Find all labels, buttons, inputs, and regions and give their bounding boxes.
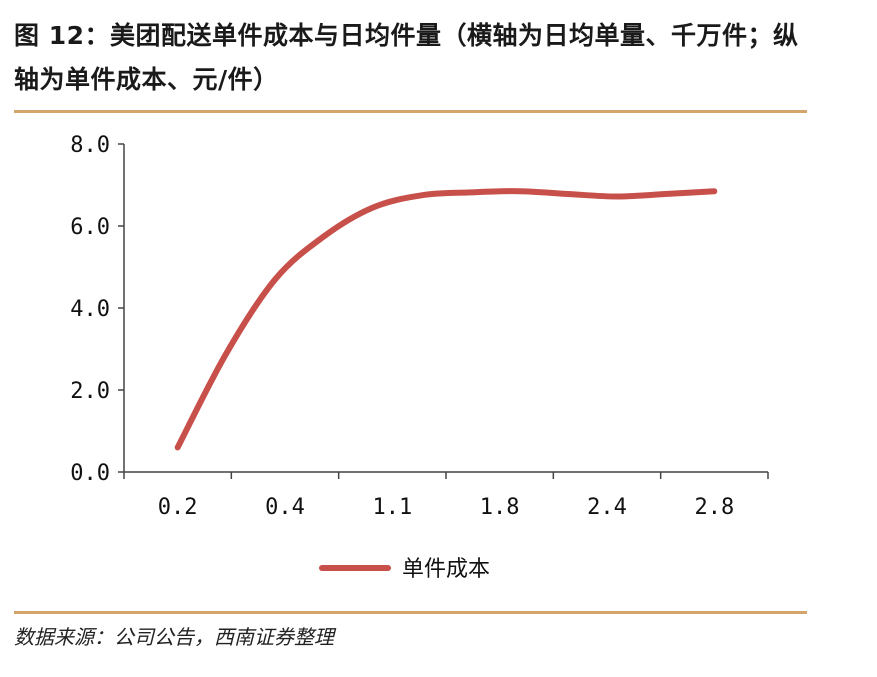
x-tick-label: 2.4 — [587, 495, 627, 520]
legend-label: 单件成本 — [402, 557, 490, 582]
y-tick-label: 2.0 — [70, 379, 110, 404]
y-tick-label: 6.0 — [70, 215, 110, 240]
y-tick-label: 8.0 — [70, 133, 110, 158]
line-chart: 0.0 2.0 4.0 6.0 8.0 0.2 0.4 1.1 1.8 2.4 2.8 单件成本 — [70, 133, 769, 582]
x-tick-label: 1.1 — [372, 495, 412, 520]
source-note: 数据来源：公司公告，西南证券整理 — [14, 625, 334, 649]
x-tick-label: 1.8 — [480, 495, 520, 520]
x-tick-label: 2.8 — [694, 495, 734, 520]
y-tick-label: 4.0 — [70, 297, 110, 322]
legend: 单件成本 — [319, 557, 490, 582]
top-divider — [14, 110, 807, 113]
series-group — [174, 188, 718, 451]
bottom-divider — [14, 611, 807, 614]
x-axis-ticks: 0.2 0.4 1.1 1.8 2.4 2.8 — [123, 472, 769, 520]
x-tick-label: 0.2 — [158, 495, 198, 520]
y-axis-ticks: 0.0 2.0 4.0 6.0 8.0 — [70, 133, 124, 486]
chart-title: 图 12：美团配送单件成本与日均件量（横轴为日均单量、千万件；纵轴为单件成本、元… — [14, 21, 799, 94]
y-tick-label: 0.0 — [70, 461, 110, 486]
series-line-unit-cost — [174, 188, 718, 451]
x-tick-label: 0.4 — [265, 495, 305, 520]
